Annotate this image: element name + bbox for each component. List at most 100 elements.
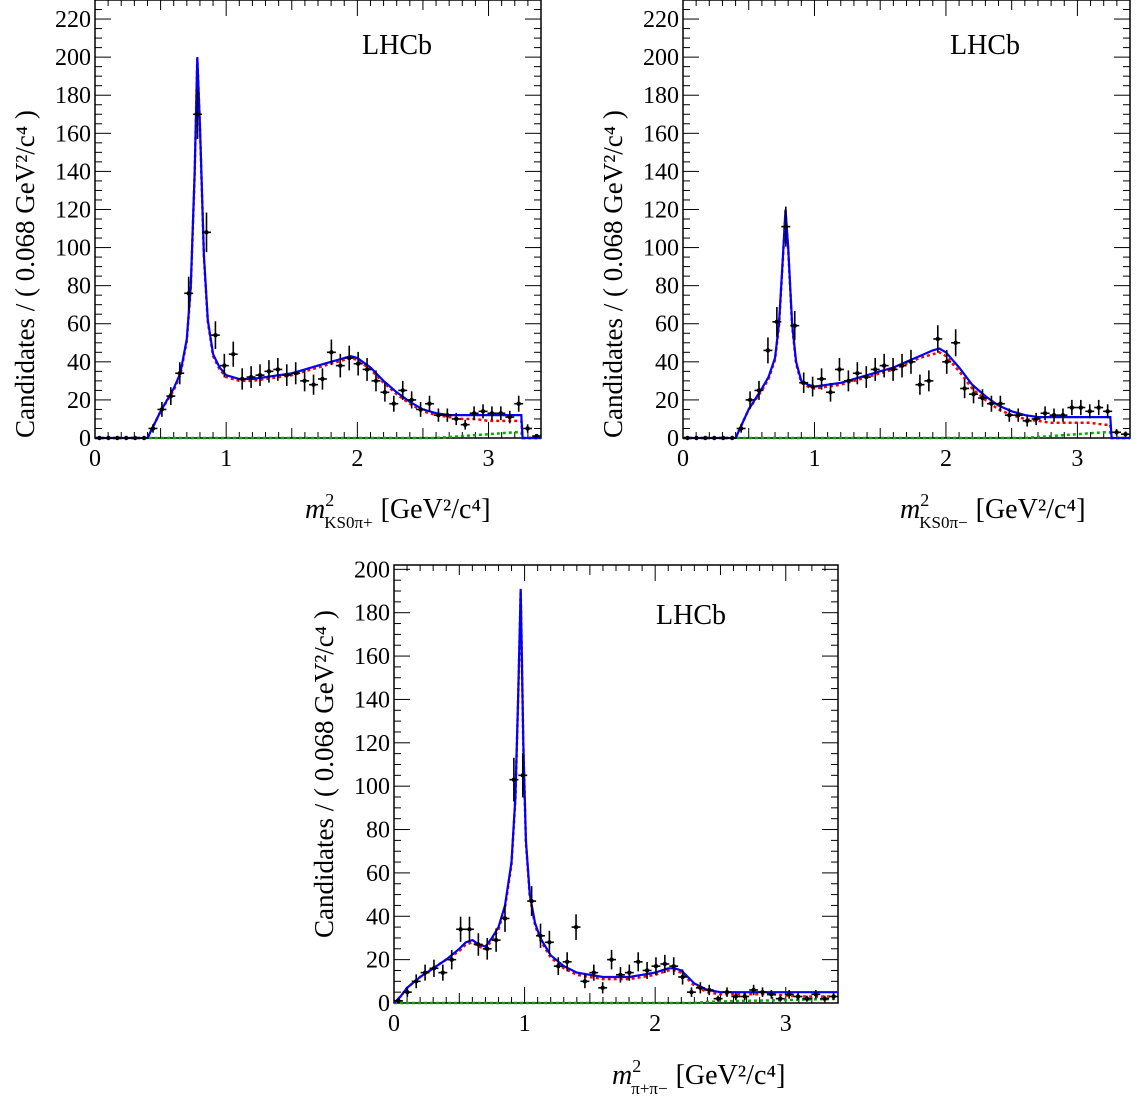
data-point: [416, 402, 426, 417]
y-tick-label: 80: [655, 274, 679, 300]
data-point: [1004, 408, 1014, 422]
data-point: [353, 351, 363, 376]
data-marker: [382, 390, 388, 395]
y-tick-label: 40: [655, 350, 679, 376]
x-axis-unit: [GeV²/c⁴]: [381, 494, 491, 525]
data-marker: [980, 395, 985, 401]
data-marker: [724, 989, 730, 995]
data-point: [995, 395, 1005, 412]
data-marker: [1024, 418, 1030, 424]
data-marker: [159, 407, 165, 412]
data-marker: [733, 994, 739, 999]
data-marker: [471, 411, 477, 416]
y-axis-label: Candidates / ( 0.068 GeV²/c⁴ ): [598, 110, 628, 438]
experiment-label: LHCb: [656, 600, 726, 631]
data-point: [210, 321, 220, 350]
data-marker: [1033, 416, 1039, 422]
data-marker: [525, 426, 530, 431]
data-marker: [712, 435, 717, 441]
data-marker: [962, 386, 967, 391]
y-tick-label: 160: [643, 121, 679, 147]
data-point: [687, 987, 696, 997]
data-marker: [458, 927, 463, 932]
data-point: [411, 974, 421, 989]
signal-curve: [95, 58, 541, 440]
data-marker: [715, 996, 721, 1001]
data-marker: [248, 374, 254, 380]
data-point: [1121, 431, 1130, 437]
data-point: [754, 380, 764, 400]
y-tick-label: 20: [366, 948, 390, 974]
data-marker: [547, 940, 552, 945]
data-marker: [618, 972, 623, 978]
data-point: [420, 964, 430, 981]
data-marker: [694, 435, 699, 441]
data-point: [500, 904, 510, 932]
data-point: [669, 957, 679, 976]
data-marker: [989, 401, 994, 406]
data-marker: [222, 363, 227, 368]
data-point: [740, 992, 750, 1001]
data-marker: [445, 412, 450, 418]
data-marker: [124, 435, 129, 441]
data-marker: [819, 376, 824, 382]
data-marker: [742, 994, 747, 999]
y-tick-label: 200: [354, 557, 390, 583]
data-point: [326, 339, 336, 366]
data-point: [933, 325, 943, 353]
data-marker: [454, 416, 459, 422]
x-tick-label: 0: [677, 446, 689, 472]
data-marker: [627, 970, 632, 975]
y-tick-label: 180: [643, 83, 679, 109]
data-marker: [1087, 409, 1092, 414]
y-tick-label: 20: [67, 388, 91, 414]
data-point: [193, 89, 203, 140]
y-tick-label: 200: [55, 45, 91, 71]
x-tick-label: 2: [351, 446, 363, 472]
experiment-label: LHCb: [950, 30, 1020, 61]
data-point: [139, 435, 149, 441]
data-marker: [556, 963, 561, 969]
data-marker: [213, 332, 218, 338]
data-marker: [132, 435, 138, 441]
x-axis-unit: [GeV²/c⁴]: [976, 494, 1086, 525]
data-point: [727, 435, 737, 441]
data-marker: [837, 367, 842, 372]
y-tick-label: 120: [354, 731, 390, 757]
data-point: [433, 408, 443, 422]
data-marker: [498, 411, 504, 416]
data-point: [202, 212, 211, 253]
data-marker: [489, 411, 495, 416]
data-point: [580, 974, 590, 989]
data-point: [589, 964, 599, 981]
data-point: [487, 406, 497, 421]
data-marker: [801, 380, 806, 385]
data-point: [553, 957, 563, 976]
data-point: [607, 949, 616, 970]
data-marker: [908, 359, 914, 365]
data-marker: [609, 957, 614, 962]
experiment-label: LHCb: [362, 30, 432, 61]
data-point: [1112, 429, 1122, 436]
data-marker: [467, 927, 472, 932]
data-point: [808, 376, 818, 397]
data-marker: [400, 388, 405, 393]
data-marker: [115, 435, 120, 441]
plot-body: 0 1 2 3 0 20 40 60 80 100 120 140 160 180 200: [354, 557, 839, 1037]
data-point: [915, 374, 925, 395]
data-point: [829, 992, 838, 1001]
data-marker: [440, 970, 446, 975]
data-point: [273, 358, 283, 381]
data-point: [861, 366, 871, 388]
data-point: [469, 406, 479, 421]
data-marker: [636, 959, 641, 965]
data-point: [335, 353, 345, 378]
data-point: [843, 370, 853, 392]
y-axis-label: Candidates / ( 0.068 GeV²/c⁴ ): [309, 610, 339, 938]
y-tick-label: 160: [55, 121, 91, 147]
data-point: [1094, 399, 1104, 416]
data-marker: [427, 401, 432, 406]
data-point: [562, 952, 572, 972]
y-tick-label: 20: [655, 388, 679, 414]
